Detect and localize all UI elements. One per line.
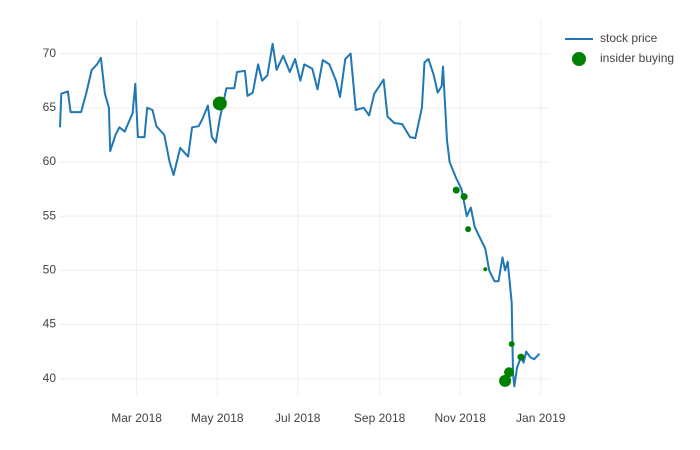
legend-label: stock price: [600, 31, 658, 45]
insider-point: [483, 267, 488, 272]
price-line: [59, 42, 541, 388]
x-tick-label: Mar 2018: [111, 411, 162, 425]
insider-point: [465, 226, 472, 233]
y-tick-label: 55: [43, 208, 57, 222]
y-tick-label: 50: [43, 263, 57, 277]
insider-point: [452, 186, 460, 194]
x-tick-label: Sep 2018: [354, 411, 406, 425]
insider-point: [517, 353, 525, 361]
y-tick-label: 45: [43, 317, 57, 331]
insider-point: [508, 341, 515, 348]
y-tick-label: 40: [43, 371, 57, 385]
y-tick-label: 60: [43, 154, 57, 168]
insider-point: [499, 374, 512, 387]
x-tick-label: Jan 2019: [516, 411, 566, 425]
x-tick-label: May 2018: [191, 411, 244, 425]
y-tick-label: 70: [43, 46, 57, 60]
insider-point: [460, 193, 468, 201]
legend-label: insider buying: [600, 51, 674, 65]
x-tick-label: Jul 2018: [275, 411, 321, 425]
legend-symbol: [572, 52, 586, 66]
x-tick-label: Nov 2018: [435, 411, 487, 425]
insider-point: [504, 367, 515, 378]
insider-point: [212, 96, 227, 111]
y-tick-label: 65: [43, 100, 57, 114]
